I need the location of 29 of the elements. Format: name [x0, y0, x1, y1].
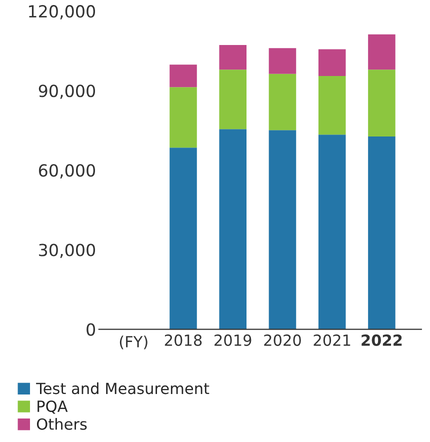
y-tick-label: 60,000: [38, 164, 96, 178]
y-tick-label: 120,000: [29, 5, 96, 20]
bar: [268, 130, 296, 330]
legend-label: Test and Measurement: [36, 382, 210, 394]
y-tick-label: 90,000: [38, 84, 96, 99]
bar: [318, 49, 346, 76]
y-tick-label: 30,000: [39, 244, 96, 258]
bar: [170, 64, 197, 88]
x-tick-label: 2020: [264, 334, 301, 346]
legend-label: PQA: [38, 400, 68, 414]
bar: [268, 48, 296, 74]
x-tick-label: 2022: [362, 334, 402, 346]
x-tick-label: 2018: [164, 334, 202, 346]
bar: [268, 74, 296, 130]
legend-label: Others: [36, 418, 87, 430]
bar: [368, 34, 396, 70]
x-axis-title: (FY): [120, 336, 148, 350]
bar: [219, 70, 247, 130]
x-tick-label: 2019: [214, 334, 252, 346]
bar: [318, 134, 346, 330]
x-tick-label: 2021: [314, 334, 350, 346]
bar: [170, 148, 197, 330]
bar: [219, 129, 247, 330]
bar: [219, 44, 247, 70]
bar: [318, 76, 346, 135]
bar: [368, 136, 396, 330]
bar: [170, 87, 197, 148]
y-tick-label: 0: [86, 323, 96, 336]
bar: [368, 70, 396, 136]
